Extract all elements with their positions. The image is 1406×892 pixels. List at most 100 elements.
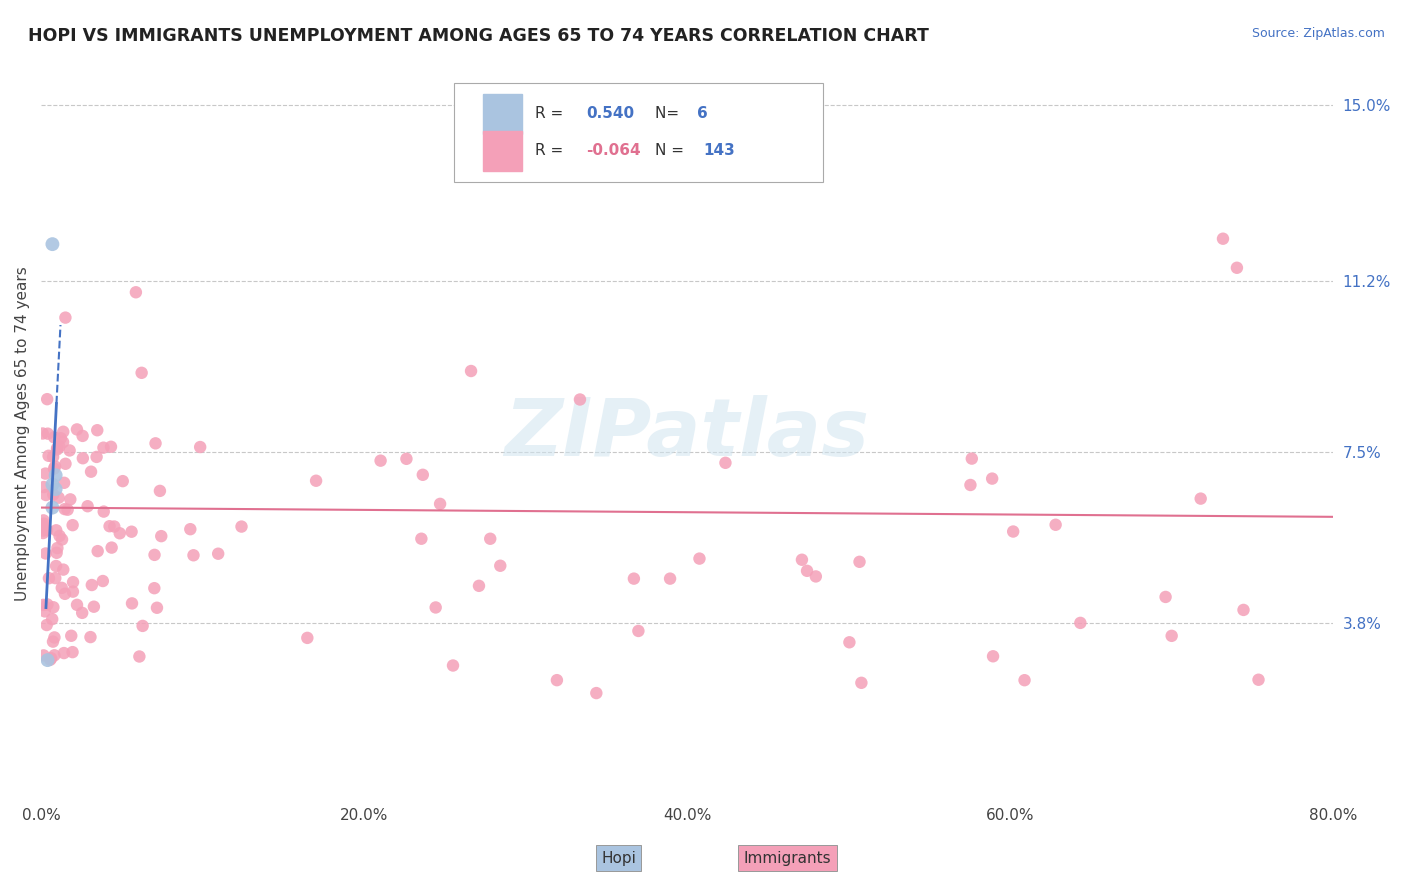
Point xyxy=(46,442,69,457)
Point xyxy=(70,606,93,620)
Point xyxy=(44,430,66,444)
Point xyxy=(76,499,98,513)
Point xyxy=(80,465,103,479)
Point xyxy=(32,524,55,538)
Point xyxy=(98,519,121,533)
Point xyxy=(34,467,56,481)
Point xyxy=(44,631,66,645)
Point xyxy=(128,649,150,664)
Point xyxy=(32,648,55,663)
Point xyxy=(851,675,873,690)
Point xyxy=(370,453,392,467)
Point xyxy=(32,516,55,531)
Text: Hopi: Hopi xyxy=(602,851,636,865)
Point xyxy=(1014,673,1036,688)
Point xyxy=(55,310,77,325)
Point xyxy=(46,541,69,555)
Point xyxy=(108,526,131,541)
Text: Immigrants: Immigrants xyxy=(744,851,831,865)
Point xyxy=(143,581,166,595)
Text: R =: R = xyxy=(534,106,568,121)
Point xyxy=(62,518,84,533)
Point xyxy=(41,612,63,626)
Point xyxy=(37,426,59,441)
Point xyxy=(1002,524,1025,539)
Point xyxy=(441,658,464,673)
Point xyxy=(100,541,122,555)
Point xyxy=(623,572,645,586)
Point xyxy=(44,648,66,663)
Point xyxy=(1247,673,1270,687)
Point xyxy=(52,435,75,450)
Point xyxy=(38,571,60,585)
Point xyxy=(121,524,143,539)
Point xyxy=(659,572,682,586)
Point xyxy=(34,604,56,618)
Point xyxy=(52,563,75,577)
Point xyxy=(479,532,502,546)
Point xyxy=(959,478,981,492)
Point xyxy=(412,467,434,482)
Point xyxy=(804,569,827,583)
Point xyxy=(42,600,65,615)
Point xyxy=(51,533,73,547)
Point xyxy=(72,429,94,443)
Point xyxy=(627,624,650,638)
Point xyxy=(37,598,59,612)
Point xyxy=(425,600,447,615)
Point xyxy=(838,635,860,649)
Point xyxy=(150,529,173,543)
Text: -0.064: -0.064 xyxy=(586,144,641,159)
Point xyxy=(45,482,67,496)
Point xyxy=(1069,615,1091,630)
Point xyxy=(207,547,229,561)
Text: N =: N = xyxy=(655,144,689,159)
Point xyxy=(32,513,55,527)
Point xyxy=(35,523,58,537)
Point xyxy=(32,526,55,541)
Point xyxy=(1212,232,1234,246)
Point xyxy=(796,564,818,578)
Y-axis label: Unemployment Among Ages 65 to 74 years: Unemployment Among Ages 65 to 74 years xyxy=(15,267,30,601)
Point xyxy=(429,497,451,511)
Point xyxy=(48,529,70,543)
Point xyxy=(1189,491,1212,506)
Point xyxy=(80,578,103,592)
Point xyxy=(72,451,94,466)
Point xyxy=(149,483,172,498)
Text: 0.540: 0.540 xyxy=(586,106,634,121)
FancyBboxPatch shape xyxy=(482,94,522,134)
Point xyxy=(86,544,108,558)
Point xyxy=(42,450,65,464)
Point xyxy=(31,519,53,533)
Point xyxy=(45,468,67,483)
Point xyxy=(146,600,169,615)
Point xyxy=(46,441,69,455)
Point xyxy=(52,425,75,439)
Point xyxy=(103,519,125,533)
Point xyxy=(60,629,83,643)
Point xyxy=(48,491,70,505)
Point xyxy=(31,426,53,441)
Point xyxy=(1045,517,1067,532)
Point xyxy=(42,634,65,648)
Point xyxy=(231,519,253,533)
Point xyxy=(53,475,76,490)
Point xyxy=(131,619,153,633)
Point xyxy=(66,422,89,436)
Point xyxy=(91,574,114,588)
Point xyxy=(35,488,58,502)
Point xyxy=(53,502,76,516)
Point xyxy=(93,505,115,519)
Point xyxy=(62,645,84,659)
Point xyxy=(49,431,72,445)
Point xyxy=(179,522,201,536)
Point xyxy=(790,553,813,567)
Point xyxy=(960,451,983,466)
Point xyxy=(35,546,58,560)
Point xyxy=(188,440,211,454)
Point xyxy=(125,285,148,300)
Point xyxy=(51,581,73,595)
Text: HOPI VS IMMIGRANTS UNEMPLOYMENT AMONG AGES 65 TO 74 YEARS CORRELATION CHART: HOPI VS IMMIGRANTS UNEMPLOYMENT AMONG AG… xyxy=(28,27,929,45)
Point xyxy=(38,449,60,463)
